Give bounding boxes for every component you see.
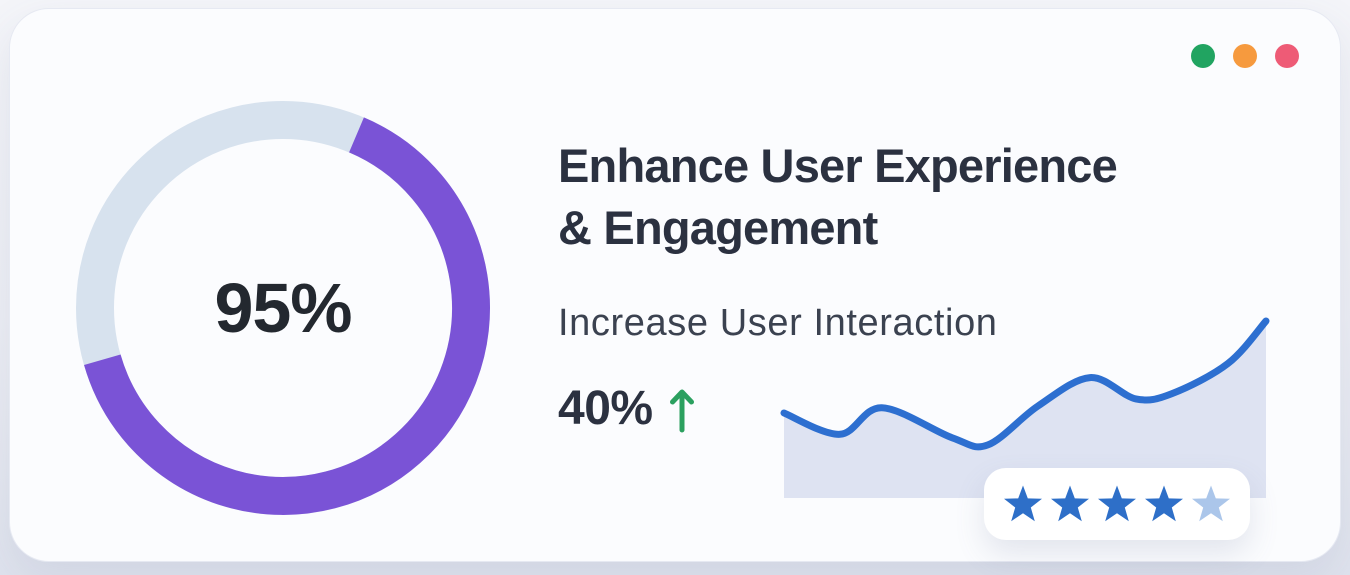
trend-line bbox=[780, 317, 1270, 451]
headline-line-1: Enhance User Experience bbox=[558, 139, 1118, 192]
donut-percentage: 95% bbox=[214, 269, 352, 347]
donut-chart bbox=[76, 101, 490, 515]
window-controls bbox=[1191, 44, 1299, 68]
growth-value: 40% bbox=[558, 382, 653, 435]
green-dot[interactable] bbox=[1191, 44, 1215, 68]
up-arrow-icon bbox=[669, 389, 694, 432]
star-icon-filled bbox=[1098, 485, 1136, 522]
headline-line-2: & Engagement bbox=[558, 201, 878, 254]
star-icon-filled bbox=[1145, 485, 1183, 522]
dashboard-card: 95% Enhance User Experience & Engagement… bbox=[9, 8, 1341, 562]
rating-card bbox=[984, 468, 1250, 540]
headline: Enhance User Experience & Engagement bbox=[558, 135, 1118, 259]
trend-area bbox=[784, 321, 1266, 498]
trend-chart bbox=[780, 317, 1270, 498]
progress-donut: 95% bbox=[73, 98, 493, 518]
star-icon-filled bbox=[1004, 485, 1042, 522]
pink-dot[interactable] bbox=[1275, 44, 1299, 68]
orange-dot[interactable] bbox=[1233, 44, 1257, 68]
donut-arc bbox=[84, 117, 490, 515]
star-icon-empty bbox=[1192, 485, 1230, 522]
growth-metric: 40% bbox=[558, 381, 695, 436]
star-icon-filled bbox=[1051, 485, 1089, 522]
subtitle: Increase User Interaction bbox=[558, 302, 998, 344]
